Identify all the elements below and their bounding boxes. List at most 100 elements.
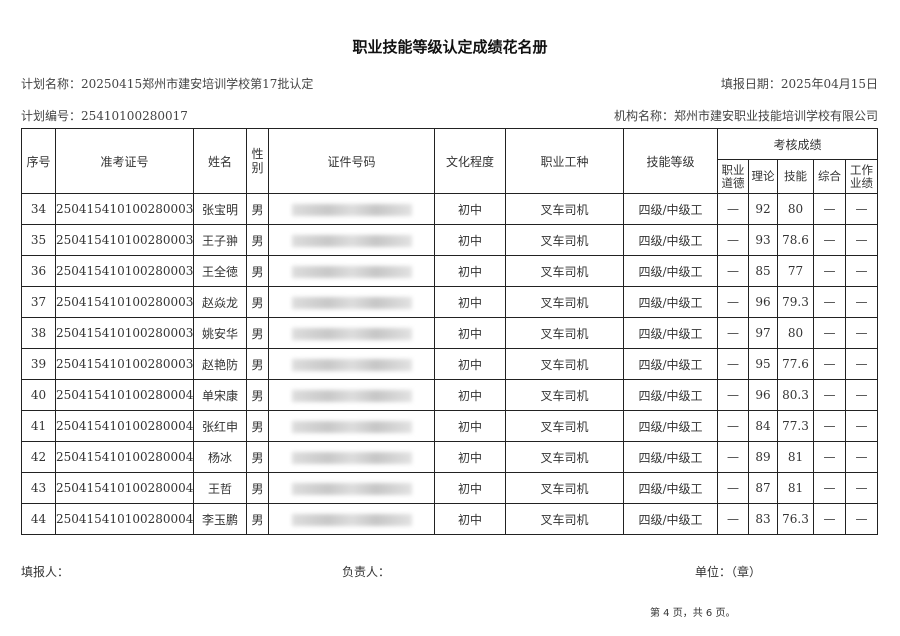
cell-id-no-redacted <box>268 348 435 380</box>
cell-level: 四级/中级工 <box>623 348 718 380</box>
table-row: 40 2504154101002800040 单宋康男初中 叉车司机 四级/中级工 —96… <box>21 379 879 411</box>
redacted-blur <box>291 482 412 495</box>
cell-exam-no: 2504154101002800038 <box>55 317 194 349</box>
cell-level: 四级/中级工 <box>623 379 718 411</box>
cell-name: 张红申 <box>193 410 247 442</box>
redacted-blur <box>291 389 412 402</box>
cell-performance: — <box>844 255 879 287</box>
cell-exam-no: 2504154101002800039 <box>55 348 194 380</box>
cell-performance: — <box>844 224 879 256</box>
plan-number: 计划编号：25410100280017 <box>21 109 188 123</box>
cell-occupation: 叉车司机 <box>505 410 624 442</box>
cell-name: 王全徳 <box>193 255 247 287</box>
header-seq: 序号 <box>21 128 56 194</box>
cell-ethics: — <box>717 472 749 504</box>
cell-gender: 男 <box>246 441 269 473</box>
cell-ethics: — <box>717 193 749 225</box>
cell-level: 四级/中级工 <box>623 503 718 535</box>
cell-theory: 96 <box>748 379 778 411</box>
cell-seq: 43 <box>21 472 56 504</box>
cell-id-no-redacted <box>268 410 435 442</box>
score-roster-table: 序号 准考证号 姓名 性别 证件号码 文化程度 职业工种 技能等级 考核成绩 职… <box>21 128 879 535</box>
org-name: 机构名称：郑州市建安职业技能培训学校有限公司 <box>613 109 878 123</box>
cell-name: 杨冰 <box>193 441 247 473</box>
redacted-blur <box>291 234 412 247</box>
header-occupation: 职业工种 <box>505 128 624 194</box>
cell-id-no-redacted <box>268 379 435 411</box>
header-skill: 技能 <box>777 159 814 194</box>
cell-level: 四级/中级工 <box>623 410 718 442</box>
cell-theory: 89 <box>748 441 778 473</box>
header-gender: 性别 <box>246 128 269 194</box>
cell-overall: — <box>813 379 846 411</box>
table-row: 36 2504154101002800036 王全徳男初中 叉车司机 四级/中级工 —85… <box>21 255 879 287</box>
cell-ethics: — <box>717 224 749 256</box>
cell-performance: — <box>844 286 879 318</box>
cell-theory: 92 <box>748 193 778 225</box>
cell-performance: — <box>844 410 879 442</box>
cell-name: 王子翀 <box>193 224 247 256</box>
cell-skill: 77 <box>777 255 814 287</box>
table-row: 34 250415410100280003​4 张宝明男初中 叉车司机 四级/中级工 —9… <box>21 193 879 225</box>
cell-gender: 男 <box>246 410 269 442</box>
cell-gender: 男 <box>246 348 269 380</box>
cell-performance: — <box>844 472 879 504</box>
cell-ethics: — <box>717 410 749 442</box>
redacted-blur <box>291 327 412 340</box>
cell-seq: 39 <box>21 348 56 380</box>
cell-gender: 男 <box>246 224 269 256</box>
cell-seq: 42 <box>21 441 56 473</box>
cell-skill: 77.6 <box>777 348 814 380</box>
fill-date: 填报日期：2025年04月15日 <box>720 77 878 91</box>
cell-name: 王哲 <box>193 472 247 504</box>
cell-gender: 男 <box>246 255 269 287</box>
cell-occupation: 叉车司机 <box>505 503 624 535</box>
cell-ethics: — <box>717 286 749 318</box>
cell-seq: 34 <box>21 193 56 225</box>
cell-overall: — <box>813 410 846 442</box>
cell-gender: 男 <box>246 317 269 349</box>
cell-exam-no: 2504154101002800044 <box>55 503 194 535</box>
cell-theory: 85 <box>748 255 778 287</box>
cell-id-no-redacted <box>268 255 435 287</box>
cell-skill: 76.3 <box>777 503 814 535</box>
table-row: 39 2504154101002800039 赵艳防男初中 叉车司机 四级/中级工 —95… <box>21 348 879 380</box>
cell-overall: — <box>813 472 846 504</box>
cell-performance: — <box>844 441 879 473</box>
cell-name: 赵艳防 <box>193 348 247 380</box>
cell-theory: 83 <box>748 503 778 535</box>
cell-skill: 78.6 <box>777 224 814 256</box>
cell-id-no-redacted <box>268 193 435 225</box>
table-row: 44 2504154101002800044 李玉鹏男初中 叉车司机 四级/中级工 —83… <box>21 503 879 535</box>
cell-level: 四级/中级工 <box>623 317 718 349</box>
header-skill-level: 技能等级 <box>623 128 718 194</box>
cell-overall: — <box>813 441 846 473</box>
cell-occupation: 叉车司机 <box>505 441 624 473</box>
cell-occupation: 叉车司机 <box>505 286 624 318</box>
cell-skill: 80.3 <box>777 379 814 411</box>
cell-performance: — <box>844 193 879 225</box>
header-exam-no: 准考证号 <box>55 128 194 194</box>
cell-name: 李玉鹏 <box>193 503 247 535</box>
cell-skill: 80 <box>777 193 814 225</box>
header-theory: 理论 <box>748 159 778 194</box>
redacted-blur <box>291 203 412 216</box>
header-id-no: 证件号码 <box>268 128 435 194</box>
cell-skill: 80 <box>777 317 814 349</box>
cell-education: 初中 <box>434 472 506 504</box>
cell-occupation: 叉车司机 <box>505 255 624 287</box>
cell-performance: — <box>844 379 879 411</box>
cell-overall: — <box>813 348 846 380</box>
cell-skill: 81 <box>777 441 814 473</box>
cell-performance: — <box>844 317 879 349</box>
table-row: 35 2504154101002800035 王子翀男初中 叉车司机 四级/中级工 —93… <box>21 224 879 256</box>
redacted-blur <box>291 513 412 526</box>
cell-seq: 41 <box>21 410 56 442</box>
cell-performance: — <box>844 503 879 535</box>
cell-level: 四级/中级工 <box>623 286 718 318</box>
cell-seq: 40 <box>21 379 56 411</box>
table-row: 42 2504154101002800042 杨冰男初中 叉车司机 四级/中级工 —89 8… <box>21 441 879 473</box>
cell-id-no-redacted <box>268 286 435 318</box>
cell-education: 初中 <box>434 193 506 225</box>
cell-level: 四级/中级工 <box>623 193 718 225</box>
